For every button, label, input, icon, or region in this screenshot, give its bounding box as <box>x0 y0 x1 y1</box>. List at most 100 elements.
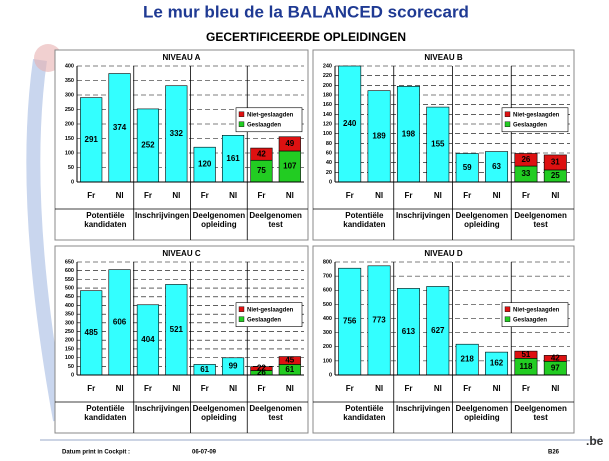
group-label: Deelgenomen test <box>249 404 302 422</box>
legend-swatch <box>504 121 511 127</box>
data-label: 42 <box>257 149 266 158</box>
data-label: 198 <box>402 129 416 138</box>
data-label: 118 <box>519 362 532 371</box>
legend-swatch <box>238 316 245 322</box>
group-label: Deelgenomen opleiding <box>455 404 509 422</box>
data-label: 291 <box>85 135 99 144</box>
x-tick-label: Fr <box>87 191 95 200</box>
group-label: Inschrijvingen <box>396 404 451 413</box>
group-label-box: Deelgenomen opleiding <box>456 211 508 229</box>
y-tick-label: 400 <box>65 303 74 309</box>
x-tick-label: Nl <box>172 384 180 393</box>
group-label-box: Potentiële kandidaten <box>343 211 385 229</box>
group-label-box: Deelgenomen opleiding <box>193 211 245 229</box>
y-tick-label: 40 <box>326 160 332 166</box>
y-tick-label: 100 <box>323 358 332 364</box>
x-tick-label: Fr <box>522 384 530 393</box>
group-label-box: Inschrijvingen <box>135 211 189 220</box>
y-tick-label: 650 <box>65 259 74 265</box>
legend-label: Geslaagden <box>247 317 281 323</box>
legend-swatch <box>238 111 245 117</box>
group-label-box: Potentiële kandidaten <box>84 404 127 422</box>
data-label: 25 <box>551 171 560 180</box>
x-tick-label: Nl <box>286 191 294 200</box>
data-label: 162 <box>490 359 504 368</box>
footer-date: 06-07-09 <box>192 450 217 456</box>
x-tick-label: Fr <box>463 191 471 200</box>
y-tick-label: 80 <box>326 141 332 147</box>
x-tick-label: Nl <box>493 191 501 200</box>
data-label: 59 <box>463 163 472 172</box>
x-tick-label: Nl <box>375 384 383 393</box>
x-tick-label: Fr <box>404 384 412 393</box>
data-label: 606 <box>113 317 127 326</box>
x-tick-label: Nl <box>434 191 442 200</box>
x-tick-label: Nl <box>434 384 442 393</box>
legend-swatch <box>238 306 245 312</box>
y-tick-label: 500 <box>323 302 332 308</box>
y-tick-label: 350 <box>65 78 74 84</box>
data-label: 49 <box>285 139 294 148</box>
y-tick-label: 400 <box>65 63 74 69</box>
slide-subtitle: GECERTIFICEERDE OPLEIDINGEN <box>206 30 406 44</box>
legend-label: Geslaagden <box>513 122 547 128</box>
data-label: 33 <box>521 169 530 178</box>
x-tick-label: Nl <box>286 384 294 393</box>
data-label: 45 <box>285 356 294 365</box>
group-label-box: Potentiële kandidaten <box>343 404 386 422</box>
data-label: 99 <box>229 362 238 371</box>
group-label-box: Deelgenomen test <box>249 211 302 229</box>
y-tick-label: 50 <box>68 364 74 370</box>
legend-label: Geslaagden <box>513 317 547 323</box>
bar <box>514 350 538 359</box>
legend-swatch <box>504 316 511 322</box>
y-tick-label: 120 <box>323 121 332 127</box>
y-tick-label: 600 <box>65 268 74 274</box>
group-label-box: Deelgenomen test <box>514 211 566 229</box>
legend-label: Geslaagden <box>247 122 281 128</box>
legend-box <box>235 302 303 327</box>
data-label: 61 <box>200 365 209 374</box>
data-label: 240 <box>343 119 357 128</box>
x-tick-label: Nl <box>551 191 559 200</box>
data-label: 97 <box>551 363 560 372</box>
x-tick-label: Fr <box>346 384 354 393</box>
y-tick-label: 160 <box>323 102 332 108</box>
group-label: Potentiële kandidaten <box>343 404 386 422</box>
x-tick-label: Fr <box>522 191 530 200</box>
data-label: 61 <box>285 365 294 374</box>
group-label: Potentiële kandidaten <box>84 404 127 422</box>
group-label: Inschrijvingen <box>396 211 451 220</box>
chart-title: NIVEAU B <box>424 53 462 62</box>
x-tick-label: Fr <box>346 191 354 200</box>
data-label: 42 <box>551 353 560 362</box>
group-label-box: Deelgenomen opleiding <box>455 404 509 422</box>
bar <box>514 153 538 167</box>
x-tick-label: Nl <box>493 384 501 393</box>
footer-label: Datum print in Cockpit : <box>62 450 130 456</box>
chart-title: NIVEAU D <box>424 249 462 258</box>
bar <box>250 147 273 161</box>
y-tick-label: 500 <box>65 286 74 292</box>
y-tick-label: 200 <box>65 338 74 344</box>
y-tick-label: 300 <box>65 320 74 326</box>
y-tick-label: 220 <box>323 73 332 79</box>
x-tick-label: Nl <box>116 191 124 200</box>
x-tick-label: Fr <box>257 384 265 393</box>
group-label-box: Deelgenomen test <box>514 404 566 422</box>
data-label: 155 <box>431 140 445 149</box>
y-tick-label: 0 <box>329 372 332 378</box>
y-tick-label: 700 <box>323 274 332 280</box>
data-label: 189 <box>372 131 386 140</box>
bar <box>543 355 567 362</box>
y-tick-label: 50 <box>68 165 74 171</box>
data-label: 107 <box>283 162 297 171</box>
data-label: 63 <box>492 162 501 171</box>
data-label: 521 <box>170 325 184 334</box>
data-label: 756 <box>343 317 357 326</box>
data-label: 773 <box>372 316 386 325</box>
x-tick-label: Nl <box>172 191 180 200</box>
y-tick-label: 600 <box>323 288 332 294</box>
group-label: Deelgenomen test <box>249 211 302 229</box>
